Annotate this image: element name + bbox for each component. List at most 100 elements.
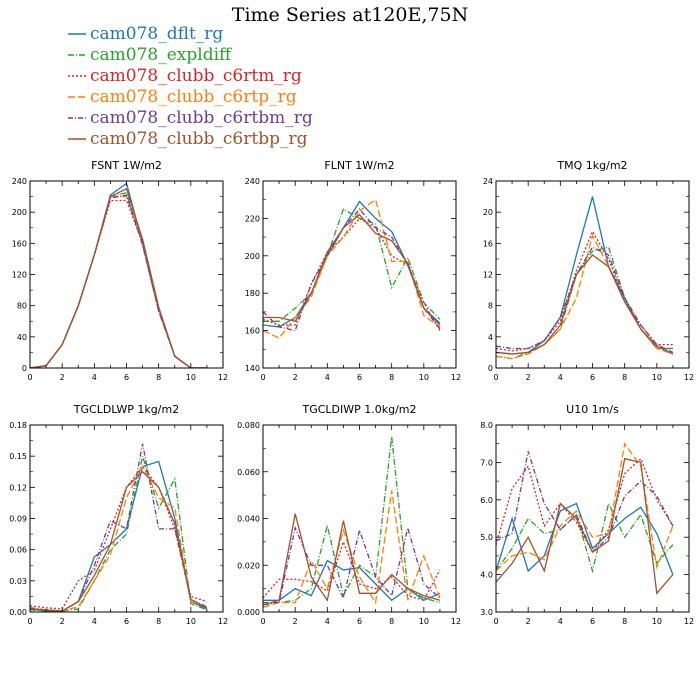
- y-tick-label-3-6: 0.18: [9, 421, 27, 430]
- legend-entry-3: cam078_clubb_c6rtp_rg: [90, 87, 297, 107]
- y-tick-label-5-5: 8.0: [480, 421, 493, 430]
- panel-title-4: TGCLDIWP 1.0kg/m2: [301, 403, 416, 416]
- x-tick-label-2-2: 4: [558, 373, 563, 382]
- y-tick-label-3-2: 0.06: [9, 546, 27, 555]
- x-tick-label-1-5: 10: [419, 373, 429, 382]
- x-tick-label-1-3: 6: [357, 373, 362, 382]
- x-tick-label-3-4: 8: [156, 617, 161, 626]
- y-tick-label-3-3: 0.09: [9, 515, 27, 524]
- series-line-1-3: [263, 198, 441, 339]
- series-line-5-2: [496, 457, 674, 554]
- y-tick-label-0-1: 40: [17, 333, 27, 342]
- x-tick-label-5-5: 10: [652, 617, 662, 626]
- x-tick-label-2-3: 6: [590, 373, 595, 382]
- y-tick-label-0-5: 200: [12, 208, 27, 217]
- series-line-5-1: [496, 501, 674, 574]
- y-tick-label-1-5: 240: [245, 177, 260, 186]
- series-line-4-5: [263, 513, 441, 606]
- y-tick-label-4-0: 0.000: [237, 608, 260, 617]
- y-tick-label-4-2: 0.040: [237, 515, 260, 524]
- panel-5: U10 1m/s 0 2 4 6 8 10 12 3.0 4.0 5.0 6.0 7.0 8.0: [480, 403, 694, 626]
- x-tick-label-4-1: 2: [293, 617, 298, 626]
- series-line-5-5: [496, 457, 674, 595]
- y-tick-label-0-4: 160: [12, 239, 27, 248]
- y-tick-label-2-6: 24: [483, 177, 493, 186]
- panel-3: TGCLDLWP 1kg/m2 0 2 4 6 8 10 12 0.00 0.03 0.06 0.09…: [9, 403, 228, 626]
- x-tick-label-2-0: 0: [493, 373, 498, 382]
- x-tick-label-3-5: 10: [186, 617, 196, 626]
- x-tick-label-2-4: 8: [622, 373, 627, 382]
- series-line-3-4: [30, 443, 208, 612]
- y-tick-label-1-3: 200: [245, 252, 260, 261]
- x-tick-label-5-0: 0: [493, 617, 498, 626]
- series-line-3-5: [30, 470, 208, 612]
- y-tick-label-5-3: 6.0: [480, 496, 493, 505]
- y-tick-label-3-4: 0.12: [9, 483, 27, 492]
- panel-title-3: TGCLDLWP 1kg/m2: [73, 403, 179, 416]
- y-tick-label-4-1: 0.020: [237, 561, 260, 570]
- y-tick-label-2-3: 12: [483, 271, 493, 280]
- panel-4: TGCLDIWP 1.0kg/m2 0 2 4 6 8 10 12 0.000 0.020 0.04…: [237, 403, 461, 626]
- y-tick-label-1-4: 220: [245, 214, 260, 223]
- series-line-5-0: [496, 502, 674, 575]
- y-tick-label-2-4: 16: [483, 239, 493, 248]
- y-tick-label-4-4: 0.080: [237, 421, 260, 430]
- x-tick-label-4-3: 6: [357, 617, 362, 626]
- x-tick-label-3-3: 6: [124, 617, 129, 626]
- x-tick-label-4-0: 0: [260, 617, 265, 626]
- x-tick-label-0-3: 6: [124, 373, 129, 382]
- x-tick-label-1-4: 8: [389, 373, 394, 382]
- y-tick-label-2-0: 0: [488, 364, 493, 373]
- x-tick-label-0-2: 4: [92, 373, 97, 382]
- x-tick-label-3-1: 2: [60, 617, 65, 626]
- y-tick-label-5-1: 4.0: [480, 571, 493, 580]
- series-line-1-5: [263, 213, 441, 326]
- y-tick-label-3-0: 0.00: [9, 608, 27, 617]
- y-tick-label-1-2: 180: [245, 289, 260, 298]
- legend: cam078_dflt_rgcam078_expldiffcam078_club…: [68, 24, 313, 149]
- legend-entry-4: cam078_clubb_c6rtbm_rg: [90, 108, 313, 128]
- y-tick-label-1-0: 140: [245, 364, 260, 373]
- y-tick-label-2-1: 4: [488, 333, 493, 342]
- y-tick-label-0-6: 240: [12, 177, 27, 186]
- y-tick-label-5-2: 5.0: [480, 533, 493, 542]
- x-tick-label-5-6: 12: [684, 617, 694, 626]
- series-line-2-5: [496, 254, 674, 355]
- x-tick-label-0-6: 12: [218, 373, 228, 382]
- panel-title-2: TMQ 1kg/m2: [556, 159, 627, 172]
- y-tick-label-4-3: 0.060: [237, 468, 260, 477]
- x-tick-label-3-2: 4: [92, 617, 97, 626]
- x-tick-label-4-6: 12: [451, 617, 461, 626]
- chart-panels: FSNT 1W/m20 2 4 6 8 10 1204080120160200240FLNT…: [9, 159, 694, 626]
- x-tick-label-4-2: 4: [325, 617, 330, 626]
- y-tick-label-1-1: 160: [245, 327, 260, 336]
- series-line-4-4: [263, 525, 441, 604]
- x-tick-label-5-3: 6: [590, 617, 595, 626]
- x-tick-label-5-2: 4: [558, 617, 563, 626]
- x-tick-label-3-6: 12: [218, 617, 228, 626]
- x-tick-label-0-5: 10: [186, 373, 196, 382]
- legend-entry-0: cam078_dflt_rg: [90, 24, 223, 44]
- y-tick-label-5-0: 3.0: [480, 608, 493, 617]
- x-tick-label-1-1: 2: [293, 373, 298, 382]
- y-tick-label-3-1: 0.03: [9, 577, 27, 586]
- y-tick-label-2-2: 8: [488, 302, 493, 311]
- series-line-4-3: [263, 490, 441, 608]
- series-line-1-1: [263, 208, 441, 322]
- y-tick-label-3-5: 0.15: [9, 452, 27, 461]
- panel-title-5: U10 1m/s: [566, 403, 619, 416]
- legend-entry-5: cam078_clubb_c6rtbp_rg: [90, 129, 308, 149]
- series-line-3-3: [30, 465, 208, 612]
- x-tick-label-0-1: 2: [60, 373, 65, 382]
- series-line-2-4: [496, 246, 674, 353]
- x-tick-label-4-5: 10: [419, 617, 429, 626]
- x-tick-label-3-0: 0: [27, 617, 32, 626]
- series-line-2-2: [496, 230, 673, 352]
- x-tick-label-2-5: 10: [652, 373, 662, 382]
- panel-1: FLNT 1W/m2 0 2 4 6 8 10 12 140 160 180 200 220 240: [245, 159, 461, 382]
- series-line-5-3: [496, 442, 674, 572]
- x-tick-label-1-0: 0: [260, 373, 265, 382]
